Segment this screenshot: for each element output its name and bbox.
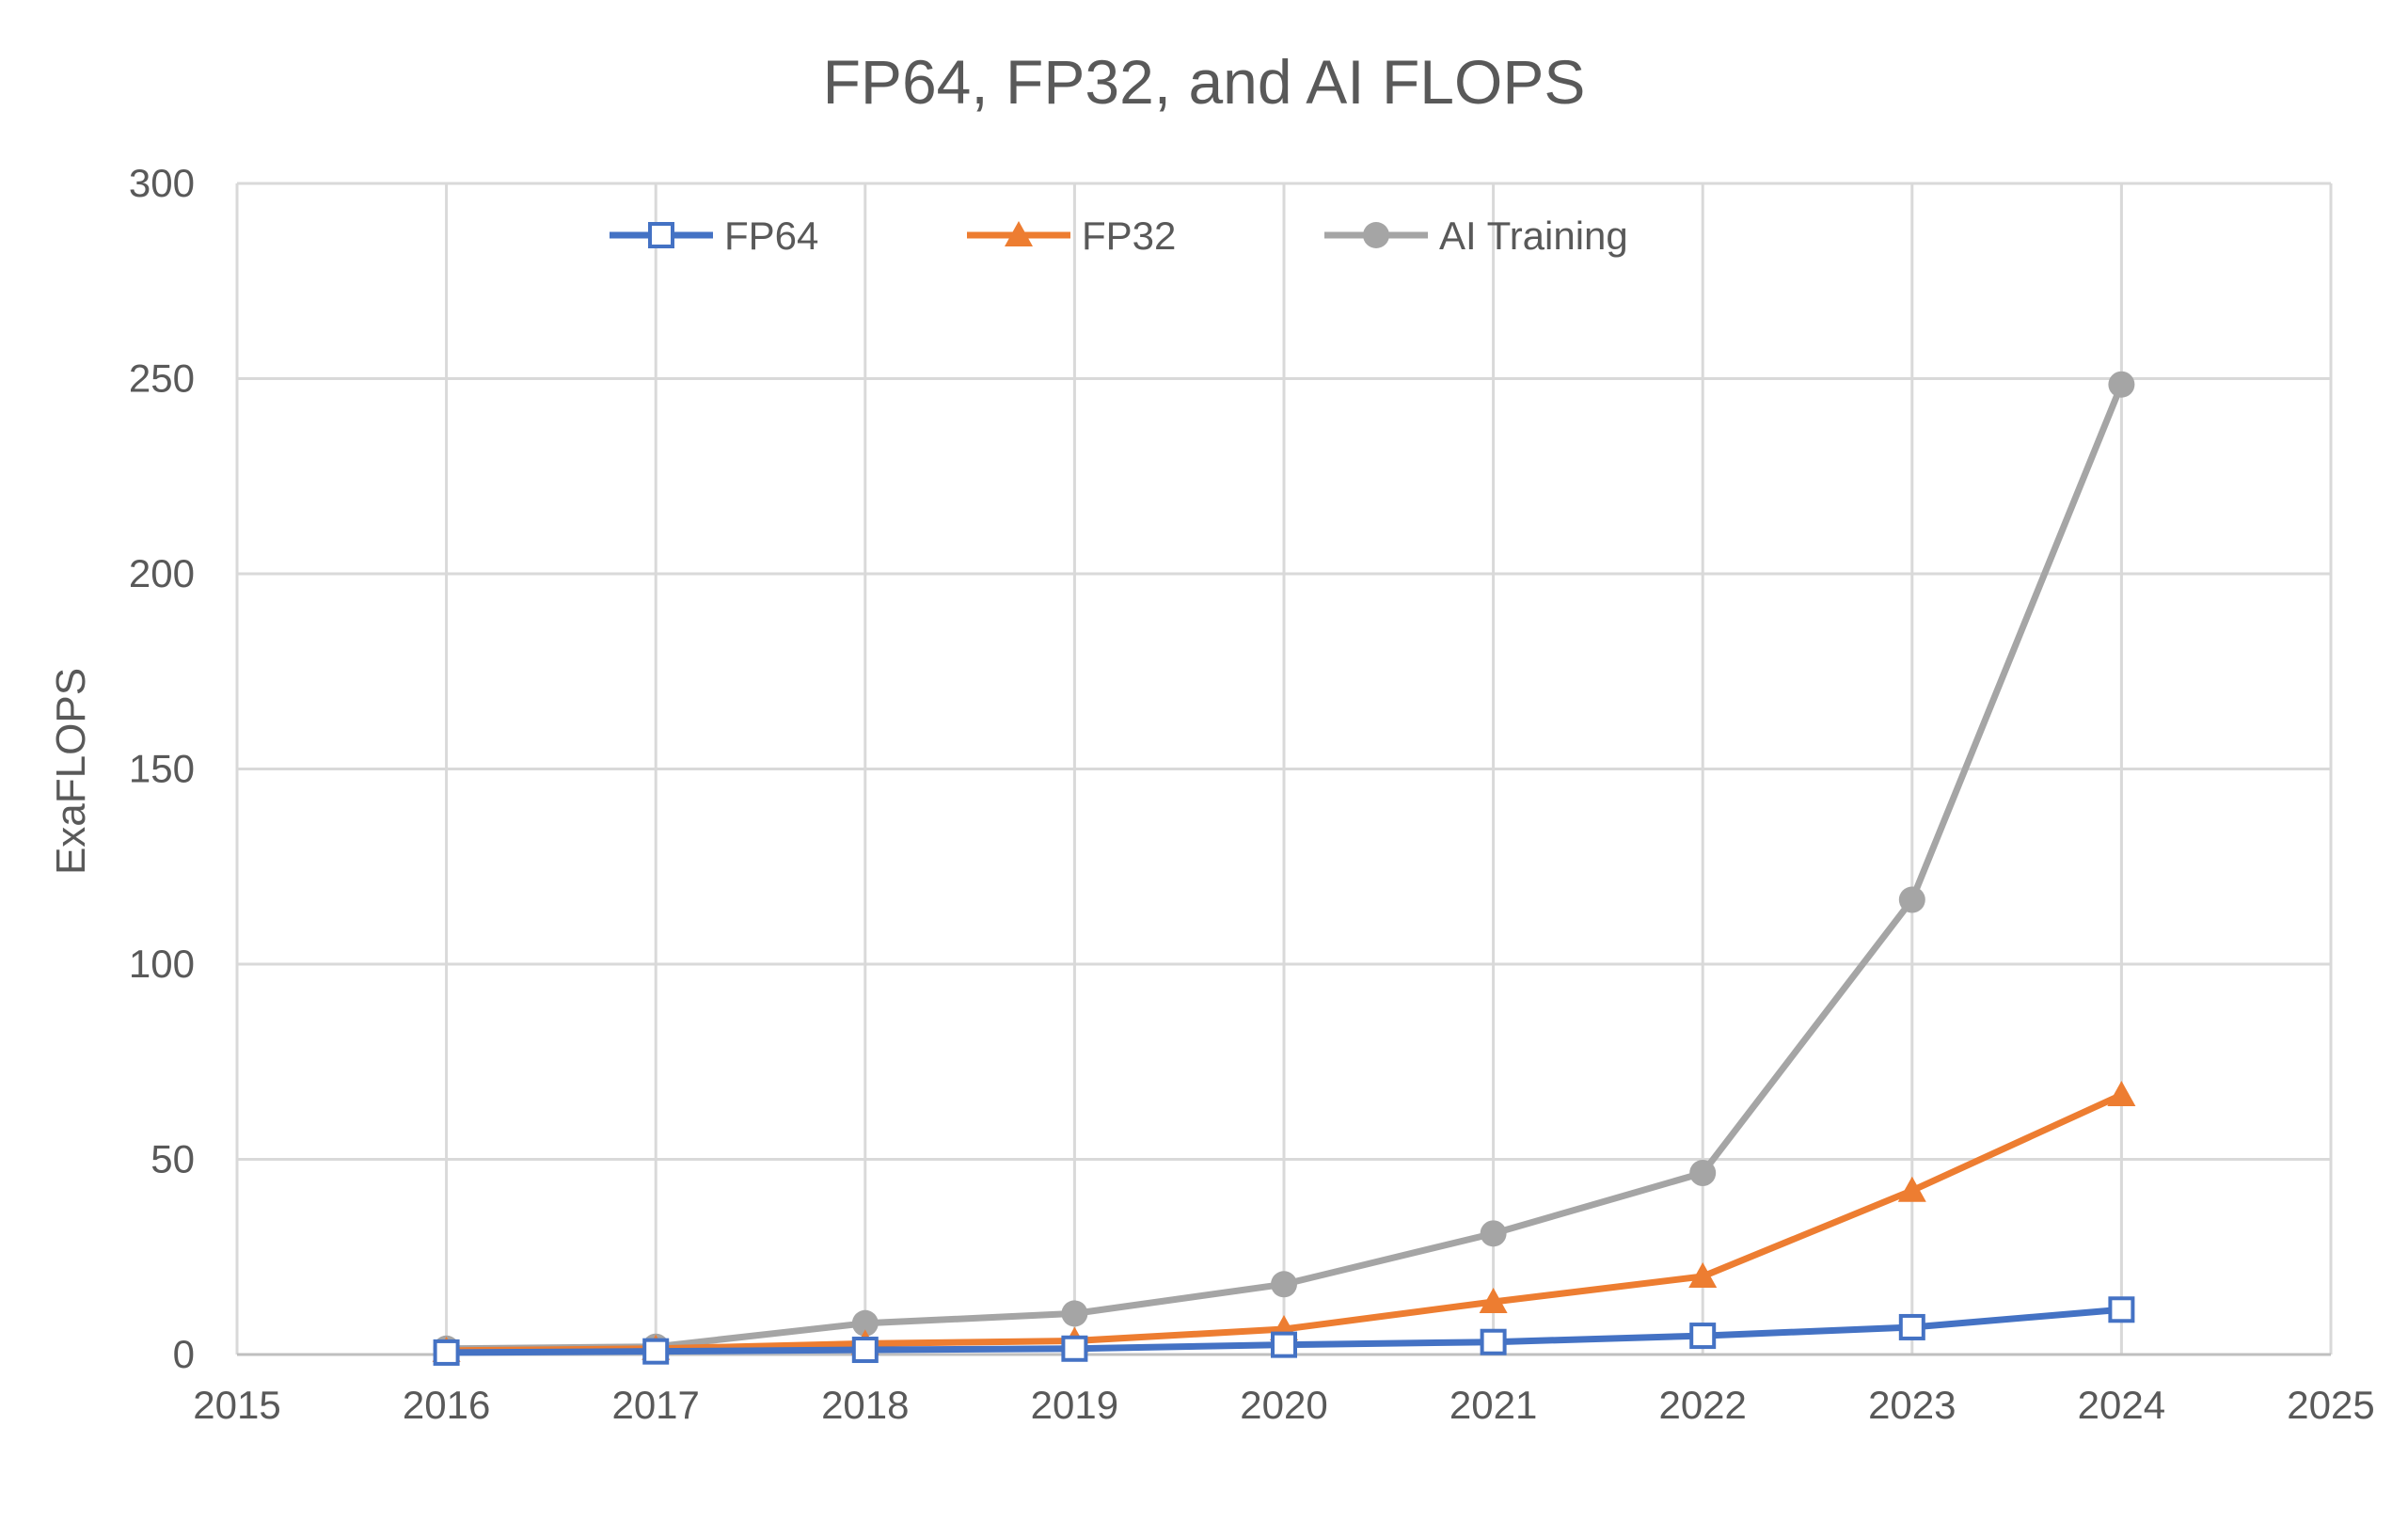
axes: 0 50 100 150 200 250 300 2015 2016 2017 2018 2019 20…	[129, 161, 2375, 1427]
data-point-fp64	[2108, 1296, 2135, 1323]
legend-marker-ai-training	[1363, 222, 1389, 248]
legend-item-fp32: FP32	[967, 214, 1176, 258]
legend-marker-fp64	[648, 222, 674, 248]
x-tick-label: 2021	[1450, 1383, 1537, 1427]
data-point-fp64	[1061, 1335, 1088, 1362]
x-tick-label: 2017	[611, 1383, 699, 1427]
y-tick-label: 100	[129, 942, 195, 986]
x-tick-label: 2018	[821, 1383, 909, 1427]
x-tick-label: 2019	[1031, 1383, 1118, 1427]
data-point-ai-training	[1271, 1271, 1297, 1298]
x-tick-label: 2025	[2287, 1383, 2374, 1427]
legend-label-ai-training: AI Training	[1439, 214, 1628, 258]
legend-item-ai-training: AI Training	[1324, 214, 1628, 258]
y-tick-label: 50	[150, 1137, 195, 1181]
y-axis-label: ExaFLOPS	[48, 668, 94, 875]
x-tick-label: 2016	[403, 1383, 490, 1427]
data-point-ai-training	[851, 1309, 879, 1337]
data-point-ai-training	[1689, 1160, 1717, 1187]
gridlines	[235, 182, 2333, 1356]
data-point-fp32	[1897, 1176, 1926, 1202]
data-point-fp32	[1479, 1287, 1508, 1313]
data-point-fp64	[1898, 1313, 1925, 1340]
data-point-fp32	[1688, 1262, 1718, 1288]
legend-marker-fp32	[1005, 221, 1033, 246]
data-point-fp64	[433, 1339, 460, 1366]
data-point-fp64	[642, 1338, 670, 1365]
series-fp64	[433, 1296, 2135, 1366]
y-tick-label: 0	[173, 1332, 195, 1376]
data-point-fp64	[1271, 1331, 1297, 1358]
legend-item-fp64: FP64	[610, 214, 818, 258]
x-tick-label: 2022	[1658, 1383, 1746, 1427]
x-tick-label: 2020	[1240, 1383, 1327, 1427]
y-tick-label: 300	[129, 161, 195, 205]
data-point-ai-training	[2108, 371, 2135, 398]
x-tick-label: 2024	[2078, 1383, 2165, 1427]
x-tick-label: 2023	[1868, 1383, 1956, 1427]
data-point-ai-training	[1480, 1220, 1507, 1247]
legend-label-fp64: FP64	[724, 214, 818, 258]
chart-title: FP64, FP32, and AI FLOPS	[823, 47, 1586, 117]
legend: FP64 FP32 AI Training	[610, 214, 1628, 258]
data-point-fp64	[851, 1337, 879, 1364]
series-lines	[432, 371, 2136, 1366]
data-point-fp64	[1480, 1328, 1507, 1355]
data-point-fp32	[2107, 1081, 2136, 1107]
legend-label-fp32: FP32	[1082, 214, 1176, 258]
x-tick-label: 2015	[193, 1383, 280, 1427]
y-tick-label: 250	[129, 356, 195, 401]
y-tick-label: 200	[129, 551, 195, 595]
data-point-fp64	[1689, 1323, 1717, 1350]
y-tick-label: 150	[129, 747, 195, 791]
data-point-ai-training	[1898, 886, 1925, 913]
data-point-ai-training	[1061, 1300, 1088, 1327]
